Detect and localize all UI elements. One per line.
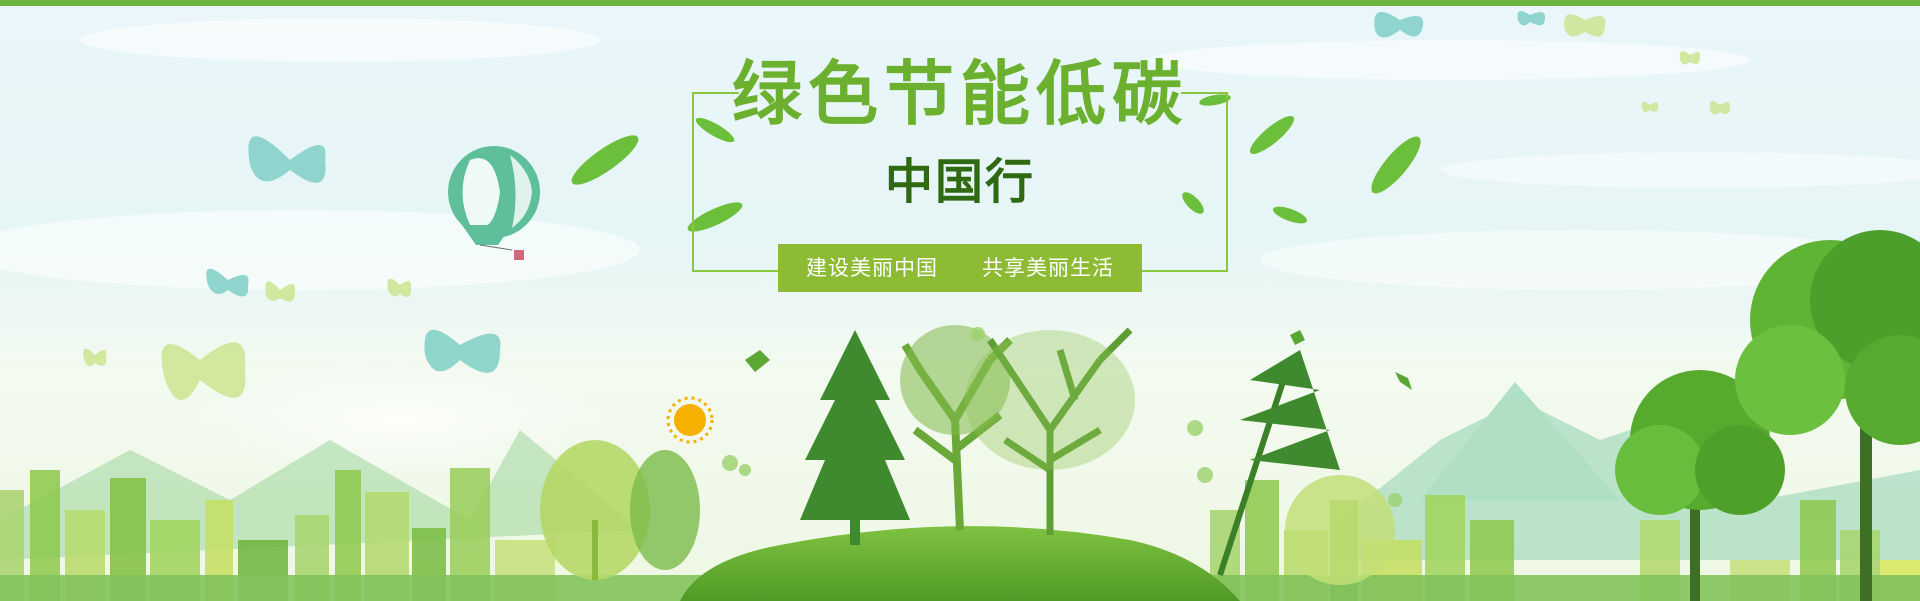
sun-icon — [666, 396, 714, 444]
banner-slogan: 建设美丽中国 共享美丽生活 — [778, 244, 1142, 292]
butterfly-light-icon — [83, 14, 1731, 400]
hill — [680, 526, 1240, 601]
hot-air-balloon-icon — [448, 146, 540, 260]
banner-title: 绿色节能低碳 — [732, 53, 1188, 135]
tree-icon — [540, 325, 1395, 585]
butterfly-icon — [206, 11, 1546, 373]
bubbles — [722, 327, 1402, 507]
top-accent-bar — [0, 0, 1920, 6]
leaf-icon — [571, 94, 1421, 232]
bird-icon — [745, 330, 1412, 390]
large-tree-icon — [1615, 230, 1920, 601]
banner-subtitle: 中国行 — [884, 154, 1035, 210]
